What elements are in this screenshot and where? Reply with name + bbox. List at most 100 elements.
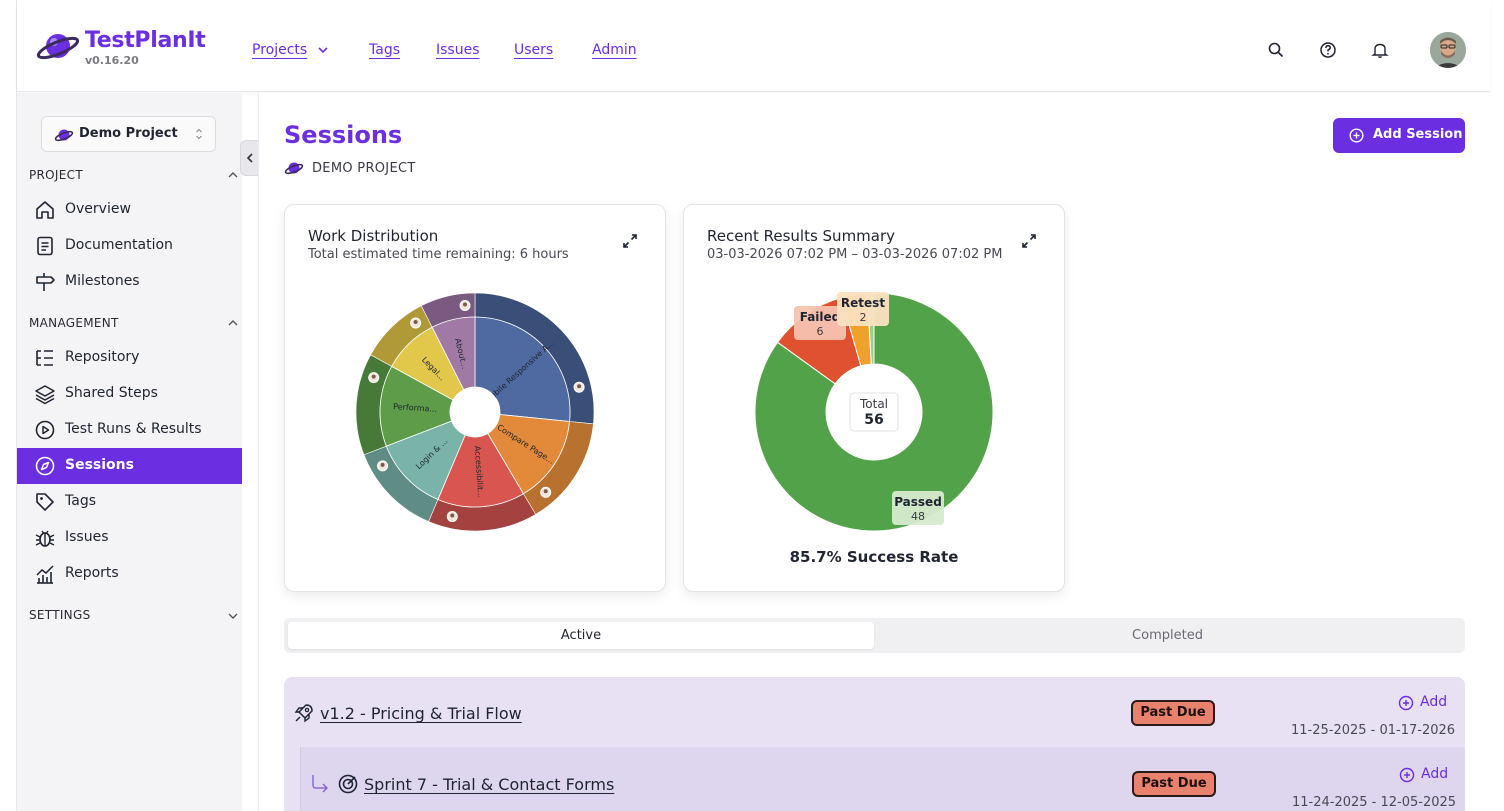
chevron-up-icon[interactable] [227,169,239,181]
assignee-avatar [368,372,380,384]
chart-slice[interactable]: Mobile Responsive A... [474,292,595,425]
assignee-avatar [540,486,552,498]
play-circle-icon [35,420,55,440]
sidebar-item-label: Tags [65,493,96,509]
top-header: TestPlanIt v0.16.20 Projects Tags Issues… [17,0,1490,92]
nav-users[interactable]: Users [514,42,554,58]
expand-icon[interactable] [622,233,638,249]
nav-tags[interactable]: Tags [369,42,400,58]
sidebar-item-documentation[interactable]: Documentation [17,228,242,264]
target-icon [338,774,358,794]
card-subtitle: Total estimated time remaining: 6 hours [308,247,569,262]
sidebar-item-label: Overview [65,201,131,217]
status-badge: Past Due [1132,771,1216,797]
collapse-sidebar-button[interactable] [240,140,260,176]
assignee-avatar [573,381,585,393]
bug-icon [35,530,55,547]
chevron-down-icon[interactable] [227,610,239,622]
chart-slice[interactable]: Accessibilit... [428,432,537,532]
user-avatar[interactable] [1430,32,1466,68]
add-button[interactable]: Add [1399,766,1459,786]
nav-issues[interactable]: Issues [436,42,480,58]
chevron-down-icon[interactable] [317,44,329,56]
home-icon [36,201,54,219]
sidebar-item-shared-steps[interactable]: Shared Steps [17,376,242,412]
app-version: v0.16.20 [85,54,139,67]
add-session-label: Add Session [1373,127,1463,142]
session-dates: 11-24-2025 - 12-05-2025 [1292,795,1457,810]
project-selector-value: Demo Project [79,126,178,141]
add-button[interactable]: Add [1398,694,1458,714]
section-project: PROJECT [29,168,83,182]
sidebar-item-milestones[interactable]: Milestones [17,264,242,300]
sidebar-item-label: Milestones [65,273,140,289]
card-title: Work Distribution [308,227,439,245]
sidebar-item-label: Reports [65,565,119,581]
session-tabs: Active Completed [284,618,1465,653]
sidebar-item-label: Test Runs & Results [65,421,202,437]
tab-completed[interactable]: Completed [1132,628,1203,643]
help-icon[interactable] [1319,41,1337,59]
tag-icon [36,493,54,511]
app-name[interactable]: TestPlanIt [85,28,206,53]
chart-slice[interactable]: About... [420,292,476,391]
list-tree-icon [36,350,53,366]
sidebar-item-label: Issues [65,529,109,545]
page-title: Sessions [284,121,403,149]
nav-admin[interactable]: Admin [592,42,637,58]
assignee-avatar [459,299,471,311]
sidebar-item-issues[interactable]: Issues [17,520,242,556]
chevron-up-icon[interactable] [227,317,239,329]
chart-slice[interactable]: Login & ... [363,420,466,522]
sidebar-item-reports[interactable]: Reports [17,556,242,592]
sidebar-item-label: Repository [65,349,140,365]
work-distribution-chart[interactable]: Mobile Responsive A...Compare Page...Acc… [285,283,665,583]
donut-label-value: 48 [911,510,925,523]
breadcrumb[interactable]: DEMO PROJECT [312,161,416,176]
donut-total-label: Total [859,397,888,411]
project-planet-icon [284,162,304,175]
sidebar-item-label: Documentation [65,237,173,253]
nav-projects[interactable]: Projects [252,42,308,58]
sidebar-item-repository[interactable]: Repository [17,340,242,376]
plus-circle-icon [1399,767,1415,783]
session-sub-row: Sprint 7 - Trial & Contact Forms Past Du… [300,747,1465,811]
sidebar-item-sessions[interactable]: Sessions [17,448,242,484]
sidebar-item-label: Shared Steps [65,385,158,401]
add-session-button[interactable]: Add Session [1333,118,1465,153]
session-title-link[interactable]: Sprint 7 - Trial & Contact Forms [364,775,615,794]
results-summary-card: Recent Results Summary 03-03-2026 07:02 … [683,204,1065,592]
success-rate: 85.7% Success Rate [789,548,959,566]
signpost-icon [36,273,55,291]
project-planet-icon [54,129,74,142]
plus-circle-icon [1349,128,1364,143]
updown-icon [196,128,202,140]
logo-icon[interactable] [35,26,81,66]
chart-center [450,387,500,437]
sidebar-item-overview[interactable]: Overview [17,192,242,228]
expand-icon[interactable] [1021,233,1037,249]
plus-circle-icon [1398,695,1414,711]
chart-slice[interactable]: Performa... [355,354,454,456]
status-badge: Past Due [1131,700,1215,726]
sidebar-item-tags[interactable]: Tags [17,484,242,520]
section-settings: SETTINGS [29,608,91,622]
search-icon[interactable] [1267,41,1285,59]
add-label: Add [1421,766,1449,782]
bell-icon[interactable] [1371,41,1389,59]
chart-slice[interactable]: Compare Page... [487,414,594,515]
session-title-link[interactable]: v1.2 - Pricing & Trial Flow [320,704,522,723]
sidebar-item-test-runs[interactable]: Test Runs & Results [17,412,242,448]
compass-icon [35,456,55,476]
chart-slice-label: Performa... [393,402,437,414]
card-title: Recent Results Summary [707,227,896,245]
project-selector[interactable]: Demo Project [41,116,216,152]
tab-active[interactable]: Active [288,622,874,649]
assignee-avatar [446,511,458,523]
assignee-avatar [410,317,422,329]
